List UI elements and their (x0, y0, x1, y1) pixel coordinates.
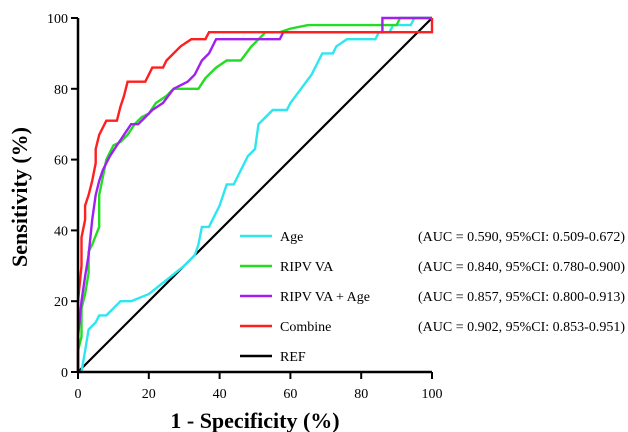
y-tick-label: 80 (54, 83, 68, 98)
legend: Age (AUC = 0.590, 95%CI: 0.509-0.672) RIPV… (240, 230, 625, 365)
series-line-age (78, 16, 432, 374)
y-axis-title: Sensitivity (%) (7, 127, 32, 267)
legend-label-combine: Combine (280, 320, 331, 335)
legend-auc-ripv-va: (AUC = 0.840, 95%CI: 0.780-0.900) (418, 260, 625, 275)
axes: 0 20 40 60 80 100 0 20 40 60 80 100 (47, 12, 443, 402)
legend-auc-ripv-va-age: (AUC = 0.857, 95%CI: 0.800-0.913) (418, 290, 625, 305)
x-tick-label: 60 (283, 387, 297, 402)
series-line-ref (77, 17, 433, 373)
series-line-combine (76, 18, 434, 372)
y-tick-label: 60 (54, 154, 68, 169)
y-tick-label: 40 (54, 224, 68, 239)
x-tick-label: 0 (75, 387, 82, 402)
x-tick-label: 100 (422, 387, 443, 402)
legend-label-ref: REF (280, 350, 306, 365)
x-tick-label: 20 (142, 387, 156, 402)
x-axis-title: 1 - Specificity (%) (170, 408, 339, 432)
plot-lines (76, 16, 434, 374)
y-tick-label: 20 (54, 295, 68, 310)
legend-label-ripv-va: RIPV VA (280, 260, 334, 275)
legend-label-age: Age (280, 230, 303, 245)
series-line-ripv-va-age (76, 16, 432, 372)
y-tick-label: 0 (61, 366, 68, 381)
x-tick-label: 40 (213, 387, 227, 402)
legend-auc-age: (AUC = 0.590, 95%CI: 0.509-0.672) (418, 230, 625, 245)
legend-auc-combine: (AUC = 0.902, 95%CI: 0.853-0.951) (418, 320, 625, 335)
x-tick-label: 80 (354, 387, 368, 402)
legend-label-ripv-va-age: RIPV VA + Age (280, 290, 370, 305)
y-tick-label: 100 (47, 12, 68, 27)
